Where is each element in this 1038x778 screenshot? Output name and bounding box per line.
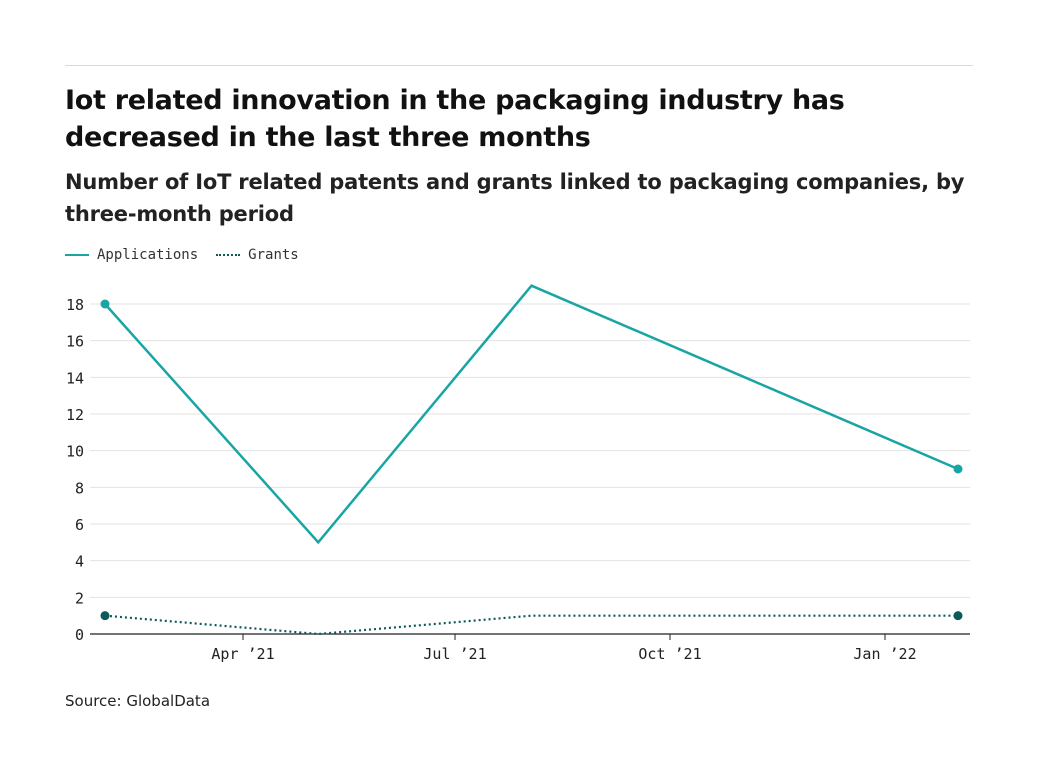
chart-title: Iot related innovation in the packaging … <box>65 85 845 153</box>
legend: Applications Grants <box>65 245 317 265</box>
source-note: Source: GlobalData <box>65 692 211 710</box>
series-line-applications <box>104 284 959 545</box>
data-point-applications <box>100 299 110 309</box>
y-axis-ticks: 0 2 4 6 8 10 12 14 16 18 <box>66 296 84 644</box>
x-tick-label: Jan ’22 <box>853 645 916 663</box>
chart-subtitle: Number of IoT related patents and grants… <box>65 170 965 226</box>
x-tick-label: Apr ’21 <box>211 645 274 663</box>
legend-swatch-grants <box>216 254 241 256</box>
legend-item-grants: Grants <box>216 247 299 263</box>
legend-item-applications: Applications <box>65 247 198 263</box>
legend-label-applications: Applications <box>97 247 199 263</box>
x-tick-label: Jul ’21 <box>423 645 486 663</box>
y-tick-label: 12 <box>66 406 84 424</box>
x-axis-ticks: Apr ’21 Jul ’21 Oct ’21 Jan ’22 <box>211 634 917 663</box>
legend-swatch-applications <box>65 254 89 256</box>
y-tick-label: 14 <box>66 369 84 387</box>
top-rule <box>65 65 973 66</box>
x-tick-label: Oct ’21 <box>638 645 701 663</box>
y-tick-label: 16 <box>66 333 84 351</box>
y-tick-label: 0 <box>75 626 84 644</box>
data-point-applications <box>953 464 963 474</box>
data-point-grants <box>100 611 110 621</box>
y-tick-label: 18 <box>66 296 84 314</box>
y-tick-label: 4 <box>75 553 84 571</box>
y-tick-label: 6 <box>75 516 84 534</box>
legend-label-grants: Grants <box>248 247 299 263</box>
data-point-grants <box>953 611 963 621</box>
gridlines <box>90 303 970 635</box>
series-line-grants <box>104 614 958 636</box>
series-markers <box>100 299 963 621</box>
y-tick-label: 2 <box>75 589 84 607</box>
y-tick-label: 10 <box>66 443 84 461</box>
y-tick-label: 8 <box>75 479 84 497</box>
series-lines <box>104 284 959 636</box>
